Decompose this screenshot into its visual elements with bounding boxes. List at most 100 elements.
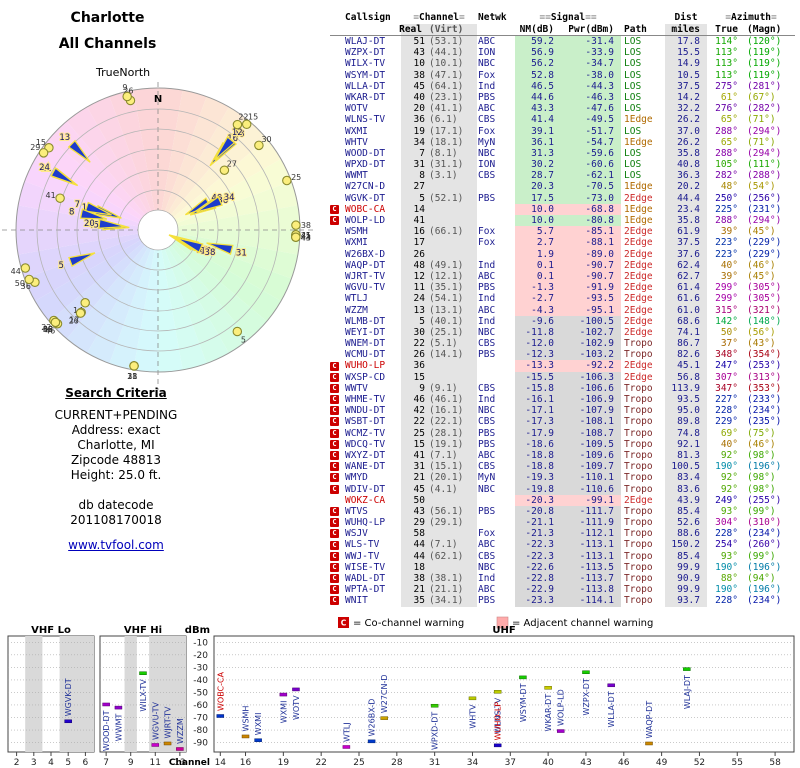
cell-network: Fox <box>478 528 496 540</box>
cell-azimuth-true: 299° <box>715 293 738 305</box>
radar-station-label: 31 <box>236 248 247 258</box>
cell-distance: 93.5 <box>665 394 707 406</box>
cochannel-marker-slot: C <box>330 451 343 461</box>
table-row: WAQP-DT 48 (49.1) Ind 0.1 -90.7 2Edge 62.4 40° (4… <box>330 259 795 271</box>
search-criteria-panel: Search Criteria CURRENT+PENDING Address: … <box>0 386 232 527</box>
unused-channel-band <box>59 636 94 752</box>
radar-station-label: 26 <box>123 87 133 96</box>
radar-station-dot <box>55 193 65 203</box>
y-tick-label: -40 <box>193 676 208 686</box>
cochannel-marker-slot: C <box>330 562 343 572</box>
cell-callsign: WZZM <box>345 304 368 316</box>
col-real: Real <box>399 24 429 36</box>
cell-path: 1Edge <box>624 203 653 215</box>
col-group-azimuth: Azimuth <box>707 12 795 23</box>
cell-path: Tropo <box>624 483 653 495</box>
cell-virtual-channel: (12.1) <box>429 270 477 283</box>
cell-virtual-channel <box>429 528 477 540</box>
tvfool-link[interactable]: www.tvfool.com <box>68 538 164 552</box>
radar-station-label: 13 <box>59 133 70 143</box>
cell-azimuth-magnetic: (120°) <box>747 36 782 47</box>
radar-station-label: 21 <box>127 372 137 381</box>
cell-nm-db: -1.3 <box>515 282 561 294</box>
station-marker <box>607 683 615 688</box>
cell-network: PBS <box>478 438 496 450</box>
cell-callsign: WJRT-TV <box>345 270 386 282</box>
cell-path: 2Edge <box>624 226 653 238</box>
cell-network: PBS <box>478 349 496 361</box>
cell-path: LOS <box>624 69 642 81</box>
station-marker <box>468 696 477 701</box>
table-row: WPXD-DT 31 (31.1) ION 30.2 -60.6 LOS 40.8 105° (1… <box>330 159 795 171</box>
cell-pwr-dbm: -91.9 <box>561 282 621 294</box>
cell-virtual-channel: (38.1) <box>429 573 477 585</box>
cell-callsign: W27CN-D <box>345 181 386 193</box>
x-tick-label: 37 <box>505 758 516 768</box>
station-marker <box>279 692 288 697</box>
cell-path: 2Edge <box>624 315 653 327</box>
station-label: WILX-TV <box>139 679 148 712</box>
col-group-signal: Signal <box>515 12 621 23</box>
cell-network: ABC <box>478 270 496 282</box>
cell-callsign: WTLJ <box>345 293 368 305</box>
co-channel-warning-icon: C <box>330 529 339 539</box>
cell-real-channel: 11 <box>401 282 429 294</box>
cell-real-channel: 5 <box>401 192 429 204</box>
cell-pwr-dbm: -107.9 <box>561 405 621 417</box>
table-row: C WUHQ-LP 29 (29.1) -21.1 -111.9 Tropo 52.6 304°… <box>330 517 795 529</box>
cell-azimuth-true: 40° <box>720 438 738 450</box>
cell-azimuth-true: 288° <box>715 125 738 137</box>
cell-callsign: WUHO-LP <box>345 360 386 372</box>
station-marker <box>114 705 123 710</box>
cell-azimuth-magnetic: (234°) <box>747 405 782 417</box>
table-row: C WADL-DT 38 (38.1) Ind -22.8 -113.7 Tropo 90.9 8… <box>330 573 795 585</box>
cell-virtual-channel <box>429 181 477 193</box>
radar-station-dot <box>282 175 292 186</box>
table-row: C WMYD 21 (20.1) MyN -19.3 -110.1 Tropo 83.4 92° (… <box>330 472 795 484</box>
cell-network: NBC <box>478 326 496 338</box>
cell-pwr-dbm: -109.7 <box>561 461 621 473</box>
cell-real-channel: 46 <box>401 394 429 406</box>
cell-distance: 83.6 <box>665 483 707 495</box>
cell-nm-db: 30.2 <box>515 159 561 171</box>
radar-sector <box>158 230 250 353</box>
cell-azimuth-magnetic: (234°) <box>747 595 782 607</box>
cell-virtual-channel: (6.1) <box>429 114 477 126</box>
co-channel-warning-icon: C <box>330 406 339 416</box>
cell-pwr-dbm: -111.7 <box>561 505 621 518</box>
cell-real-channel: 45 <box>401 80 429 92</box>
co-channel-warning-icon: C <box>330 574 339 584</box>
col-dist: Dist <box>674 12 698 24</box>
radar-station-label: 18 <box>127 372 137 381</box>
cell-path: LOS <box>624 58 642 70</box>
cell-azimuth-true: 282° <box>715 170 738 182</box>
cell-pwr-dbm: -113.7 <box>561 573 621 585</box>
cell-network: ION <box>478 159 496 171</box>
cell-pwr-dbm: -54.7 <box>561 136 621 148</box>
cell-pwr-dbm: -85.1 <box>561 226 621 238</box>
cell-pwr-dbm: -110.1 <box>561 472 621 484</box>
cell-pwr-dbm: -68.8 <box>561 203 621 216</box>
radar-sector <box>133 88 158 230</box>
cell-pwr-dbm: -109.6 <box>561 449 621 462</box>
cell-distance: 113.9 <box>665 382 707 395</box>
search-criteria-lines: CURRENT+PENDING Address: exact Charlotte, … <box>0 408 232 482</box>
co-channel-legend-letter: C <box>341 619 347 628</box>
cell-network: Fox <box>478 237 496 249</box>
station-label: WXMI <box>279 701 288 724</box>
station-marker <box>151 743 160 747</box>
cochannel-marker-slot: C <box>330 574 343 584</box>
radar-station-dot <box>241 119 252 130</box>
radar-station-label: 48 <box>234 129 245 139</box>
cell-azimuth-magnetic: (231°) <box>747 203 782 215</box>
station-marker <box>582 670 590 674</box>
cell-azimuth-true: 88° <box>720 573 738 584</box>
cell-azimuth-magnetic: (354°) <box>747 349 782 361</box>
cochannel-marker-slot: C <box>330 506 343 516</box>
radar-station-pin <box>79 208 108 220</box>
cell-pwr-dbm: -51.7 <box>561 125 621 137</box>
cochannel-marker-slot: C <box>330 540 343 550</box>
cell-azimuth-true: 275° <box>715 80 738 92</box>
cell-nm-db: -22.8 <box>515 573 561 585</box>
cell-virtual-channel: (7.1) <box>429 539 477 551</box>
